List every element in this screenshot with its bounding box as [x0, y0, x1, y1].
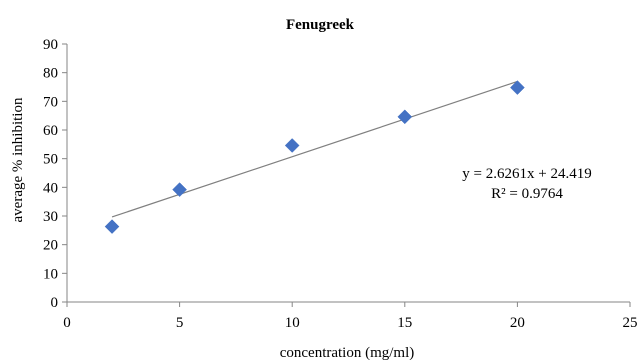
y-axis-ticks: 0 10 20 30 40 50 60 70 80 90	[43, 37, 67, 311]
x-tick-label: 15	[397, 315, 412, 331]
data-point	[397, 109, 413, 125]
x-tick-label: 20	[510, 315, 525, 331]
chart-title: Fenugreek	[286, 17, 355, 33]
x-tick-label: 10	[285, 315, 300, 331]
y-tick-label: 20	[43, 238, 58, 254]
y-axis-label: average % inhibition	[10, 97, 26, 222]
data-points	[104, 80, 525, 234]
y-tick-label: 50	[43, 152, 58, 168]
r-squared-label: R² = 0.9764	[491, 186, 563, 202]
x-tick-label: 0	[63, 315, 71, 331]
data-point	[284, 138, 300, 153]
x-axis-ticks: 0 5 10 15 20 25	[63, 302, 638, 331]
data-point	[172, 182, 187, 197]
x-tick-label: 25	[623, 315, 638, 331]
trendline	[111, 80, 518, 218]
y-tick-label: 80	[43, 66, 58, 82]
y-tick-label: 90	[43, 37, 58, 53]
x-tick-label: 5	[176, 315, 184, 331]
x-axis-label: concentration (mg/ml)	[280, 345, 415, 360]
y-tick-label: 30	[43, 209, 58, 225]
y-tick-label: 40	[43, 180, 58, 196]
trendline-equation: y = 2.6261x + 24.419	[462, 166, 591, 182]
data-point	[510, 80, 525, 95]
y-tick-label: 0	[51, 295, 59, 311]
y-tick-label: 10	[43, 266, 58, 282]
data-point	[104, 219, 120, 234]
y-tick-label: 70	[43, 94, 58, 110]
y-tick-label: 60	[43, 123, 58, 139]
